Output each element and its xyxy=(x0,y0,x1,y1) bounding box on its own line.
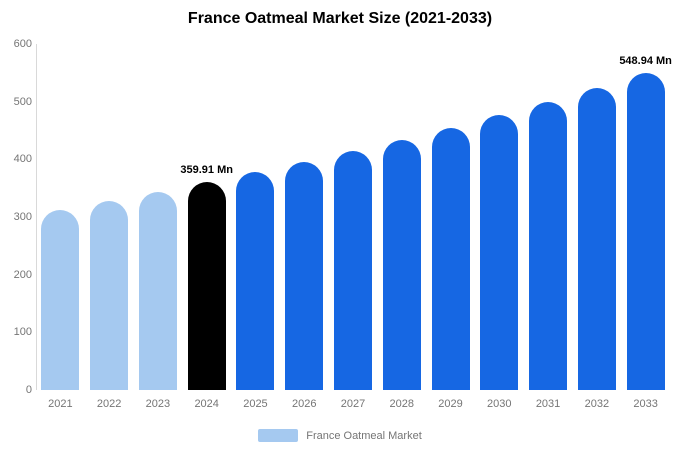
legend: France Oatmeal Market xyxy=(0,429,680,442)
x-tick-label: 2032 xyxy=(584,398,610,410)
x-tick-label: 2028 xyxy=(389,398,414,410)
bar-2029 xyxy=(431,127,470,390)
y-tick-label: 300 xyxy=(13,211,32,223)
y-tick-label: 100 xyxy=(13,326,32,339)
bar-2026 xyxy=(285,162,324,390)
x-tick-label: 2023 xyxy=(145,398,171,410)
plot-area xyxy=(36,44,670,390)
bar-2028 xyxy=(382,139,421,390)
y-tick-label: 600 xyxy=(13,38,32,50)
x-tick-label: 2025 xyxy=(243,398,268,410)
x-tick-label: 2030 xyxy=(487,398,512,410)
bar-2023 xyxy=(138,191,177,390)
bar-2027 xyxy=(334,151,372,390)
x-tick-label: 2033 xyxy=(633,398,658,410)
data-label: 359.91 Mn xyxy=(180,164,233,177)
x-tick-label: 2031 xyxy=(535,398,561,410)
x-tick-label: 2024 xyxy=(194,398,219,410)
y-axis-line xyxy=(36,44,37,390)
y-tick-label: 400 xyxy=(13,153,32,166)
x-tick-label: 2029 xyxy=(438,398,463,410)
y-tick-label: 0 xyxy=(25,384,32,396)
y-tick-label: 200 xyxy=(13,268,32,281)
bar-2021 xyxy=(41,209,80,390)
y-tick-label: 500 xyxy=(13,95,32,108)
bar-2025 xyxy=(236,172,275,390)
bar-2030 xyxy=(480,115,519,390)
x-tick-label: 2021 xyxy=(48,398,73,410)
x-tick-label: 2022 xyxy=(96,398,122,410)
bar-2024 xyxy=(187,182,226,390)
bar-2032 xyxy=(577,87,616,390)
chart-title: France Oatmeal Market Size (2021-2033) xyxy=(187,10,493,27)
bar-2033 xyxy=(626,73,665,390)
legend-swatch xyxy=(258,429,299,442)
x-tick-label: 2026 xyxy=(291,398,317,410)
bar-2031 xyxy=(529,101,568,390)
bar-2022 xyxy=(90,201,129,390)
x-tick-label: 2027 xyxy=(340,398,366,410)
data-label: 548.94 Mn xyxy=(619,55,672,68)
legend-label: France Oatmeal Market xyxy=(306,429,422,442)
